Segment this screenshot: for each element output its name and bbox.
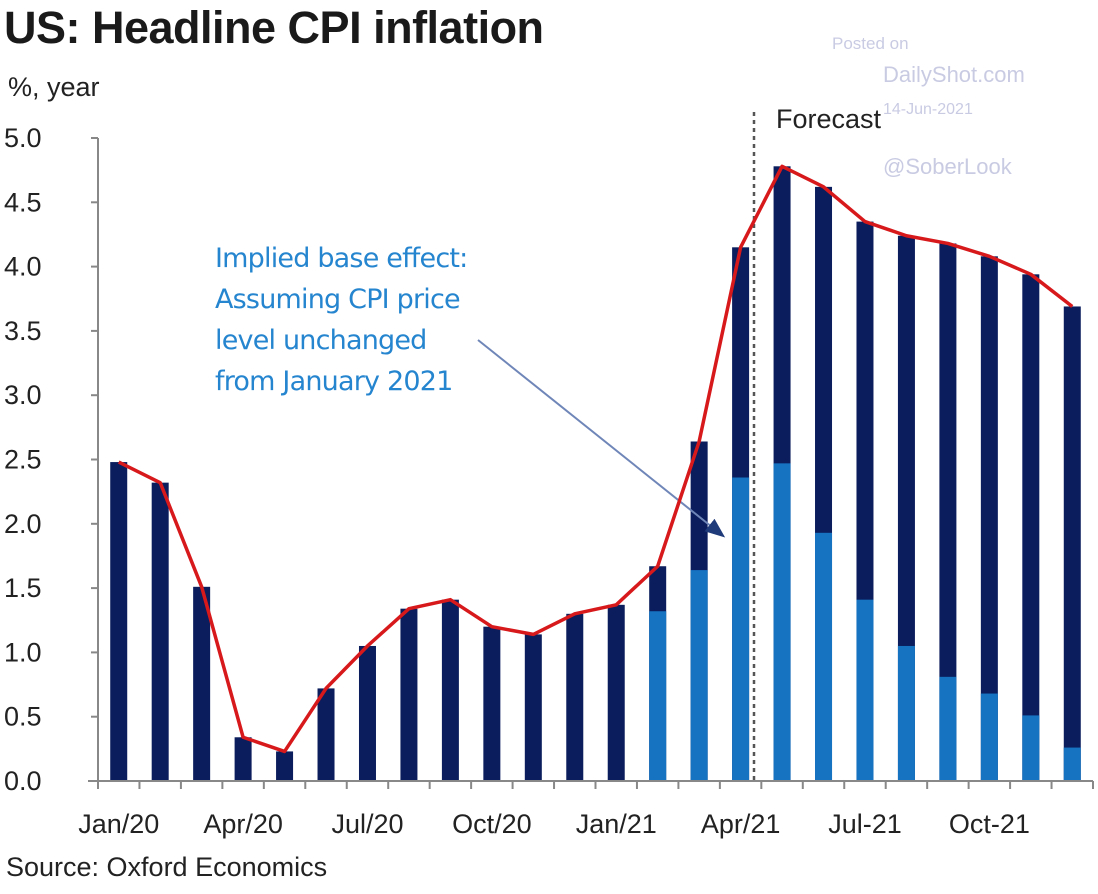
- x-tick-label: Oct/20: [452, 809, 532, 839]
- x-axis: Jan/20 Apr/20 Jul/20 Oct/20 Jan/21 Apr/21 Jul-…: [78, 780, 1094, 839]
- x-tick-label: Jul/20: [331, 809, 403, 839]
- y-tick-label: 1.0: [4, 637, 42, 667]
- bar-total: [607, 604, 625, 781]
- x-tick-label: Oct-21: [949, 809, 1030, 839]
- y-tick-label: 2.5: [4, 445, 42, 475]
- bar-total: [276, 751, 294, 781]
- bar-total: [566, 613, 584, 781]
- bar-base-effect: [1063, 747, 1081, 781]
- chart-title: US: Headline CPI inflation: [4, 2, 544, 53]
- x-tick-label: Apr/21: [701, 809, 781, 839]
- bar-total: [193, 586, 211, 781]
- y-tick-label: 5.0: [4, 123, 42, 153]
- y-tick-label: 3.0: [4, 380, 42, 410]
- y-tick-label: 2.0: [4, 509, 42, 539]
- y-tick-label: 0.5: [4, 702, 42, 732]
- bar-base-effect: [1022, 715, 1040, 781]
- base-effect-annotation: Implied base effect: Assuming CPI price …: [215, 238, 468, 402]
- bar-total: [524, 634, 542, 781]
- bar-total: [400, 608, 418, 781]
- y-tick-label: 3.5: [4, 316, 42, 346]
- bar-total: [1022, 274, 1040, 781]
- bar-base-effect: [773, 463, 791, 781]
- y-axis: 0.0 0.5 1.0 1.5 2.0 2.5 3.0 3.5 4.0 4.5 5.0: [4, 123, 99, 796]
- y-tick-label: 4.0: [4, 252, 42, 282]
- y-tick-label: 0.0: [4, 766, 42, 796]
- x-tick-label: Jan/21: [576, 809, 657, 839]
- annotation-arrow: [477, 339, 726, 538]
- annotation-line-1: Implied base effect:: [215, 243, 468, 274]
- annotation-line-3: level unchanged: [215, 325, 427, 356]
- bar-total: [234, 737, 252, 781]
- bar-total: [897, 235, 915, 782]
- bar-total: [483, 626, 501, 781]
- x-tick-label: Jan/20: [78, 809, 159, 839]
- bar-total: [939, 243, 957, 781]
- bar-total: [358, 645, 376, 781]
- bar-base-effect: [856, 599, 874, 781]
- bar-total: [1063, 306, 1081, 781]
- watermark-date: 14-Jun-2021: [883, 101, 973, 118]
- bar-total: [110, 462, 128, 781]
- bar-base-effect: [732, 477, 750, 781]
- annotation-line-4: from January 2021: [215, 366, 453, 397]
- bar-base-effect: [897, 645, 915, 781]
- bar-total: [317, 688, 335, 781]
- x-tick-label: Jul-21: [828, 809, 902, 839]
- x-tick-label: Apr/20: [203, 809, 283, 839]
- bars-group: [110, 166, 1081, 782]
- forecast-label: Forecast: [776, 104, 882, 134]
- y-tick-label: 4.5: [4, 187, 42, 217]
- bar-base-effect: [690, 570, 708, 781]
- bar-total: [441, 599, 459, 781]
- source-note: Source: Oxford Economics: [6, 852, 328, 882]
- bar-base-effect: [939, 676, 957, 781]
- bar-base-effect: [649, 611, 667, 781]
- bar-base-effect: [980, 693, 998, 781]
- bar-total: [151, 482, 169, 781]
- watermark-handle: @SoberLook: [883, 154, 1012, 179]
- bar-total: [980, 256, 998, 781]
- cpi-line-series: [117, 164, 1074, 754]
- y-tick-label: 1.5: [4, 573, 42, 603]
- annotation-line-2: Assuming CPI price: [215, 284, 461, 315]
- bar-base-effect: [815, 532, 833, 781]
- y-axis-unit-label: %, year: [8, 72, 100, 102]
- watermark-posted-on: Posted on: [832, 34, 909, 53]
- watermark-site: DailyShot.com: [883, 62, 1025, 87]
